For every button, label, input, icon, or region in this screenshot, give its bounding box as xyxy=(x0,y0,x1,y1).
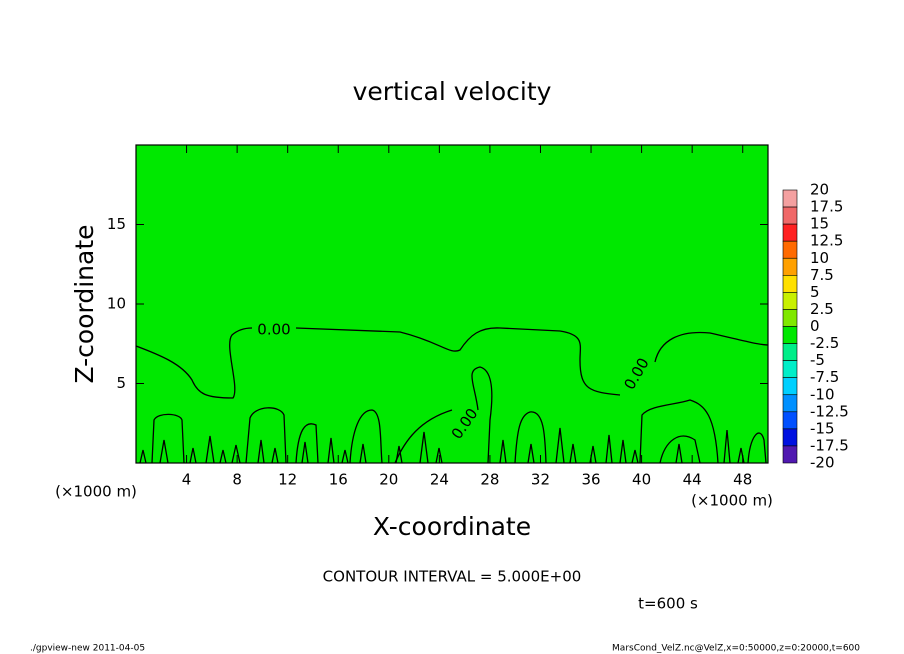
footer-left: ./gpview-new 2011-04-05 xyxy=(30,644,145,654)
colorbar-swatch xyxy=(782,206,798,225)
x-tick-label: 40 xyxy=(632,471,651,489)
colorbar-label: 0 xyxy=(810,317,820,335)
contour-line xyxy=(151,399,767,464)
x-tick-label: 4 xyxy=(182,471,192,489)
plot-fill xyxy=(136,145,768,463)
colorbar-label: 17.5 xyxy=(810,198,843,216)
colorbar-label: -15 xyxy=(810,419,835,437)
colorbar-label: 20 xyxy=(810,181,829,199)
x-tick-label: 44 xyxy=(683,471,702,489)
colorbar-swatch xyxy=(782,360,798,378)
time-note: t=600 s xyxy=(638,595,698,613)
contour-label: 0.00 xyxy=(257,321,290,339)
contour-line xyxy=(394,366,493,464)
x-tick-label: 12 xyxy=(278,471,297,489)
x-tick-label: 28 xyxy=(480,471,499,489)
colorbar-swatch xyxy=(782,377,798,396)
y-tick-label: 5 xyxy=(116,374,126,392)
colorbar-swatch xyxy=(782,343,798,361)
x-tick-label: 48 xyxy=(733,471,752,489)
x-tick-label: 36 xyxy=(581,471,600,489)
y-axis-label: Z-coordinate xyxy=(70,224,99,383)
y-tick-label: 15 xyxy=(107,215,126,233)
colorbar-swatch xyxy=(782,326,798,344)
x-axis-label: X-coordinate xyxy=(373,512,531,541)
colorbar-label: -20 xyxy=(810,454,835,472)
colorbar-label: 12.5 xyxy=(810,232,843,250)
contour-line xyxy=(135,327,621,399)
x-unit: (×1000 m) xyxy=(691,492,773,510)
colorbar-swatch xyxy=(782,223,798,242)
colorbar-label: -7.5 xyxy=(810,368,839,386)
contour-line xyxy=(139,427,745,464)
x-tick-label: 20 xyxy=(379,471,398,489)
colorbar-label: -12.5 xyxy=(810,402,849,420)
colorbar-label: -2.5 xyxy=(810,334,839,352)
x-tick-label: 24 xyxy=(430,471,449,489)
colorbar-label: 2.5 xyxy=(810,300,834,318)
chart-title: vertical velocity xyxy=(353,77,552,106)
colorbar-label: -10 xyxy=(810,385,835,403)
colorbar-label: -17.5 xyxy=(810,436,849,454)
contour-interval: CONTOUR INTERVAL = 5.000E+00 xyxy=(323,568,582,586)
colorbar-label: 5 xyxy=(810,283,820,301)
y-tick-label: 10 xyxy=(107,295,126,313)
x-unit: (×1000 m) xyxy=(55,483,137,501)
colorbar-swatch xyxy=(782,428,798,447)
colorbar-swatch xyxy=(782,275,798,293)
x-tick-label: 32 xyxy=(531,471,550,489)
colorbar-swatch xyxy=(782,257,798,276)
contour-line xyxy=(654,331,769,363)
contour-lines xyxy=(135,327,769,464)
colorbar-swatch xyxy=(782,189,798,208)
colorbar-swatch xyxy=(782,394,798,413)
colorbar-label: 15 xyxy=(810,215,829,233)
colorbar-swatch xyxy=(782,445,798,464)
colorbar-swatch xyxy=(782,411,798,430)
colorbar-label: -5 xyxy=(810,351,825,369)
footer-right: MarsCond_VelZ.nc@VelZ,x=0:50000,z=0:2000… xyxy=(612,644,860,654)
colorbar-label: 10 xyxy=(810,249,829,267)
colorbar-label: 7.5 xyxy=(810,266,834,284)
x-tick-label: 16 xyxy=(329,471,348,489)
colorbar-swatch xyxy=(782,292,798,310)
x-tick-label: 8 xyxy=(232,471,242,489)
colorbar-swatch xyxy=(782,309,798,327)
colorbar-swatch xyxy=(782,240,798,259)
